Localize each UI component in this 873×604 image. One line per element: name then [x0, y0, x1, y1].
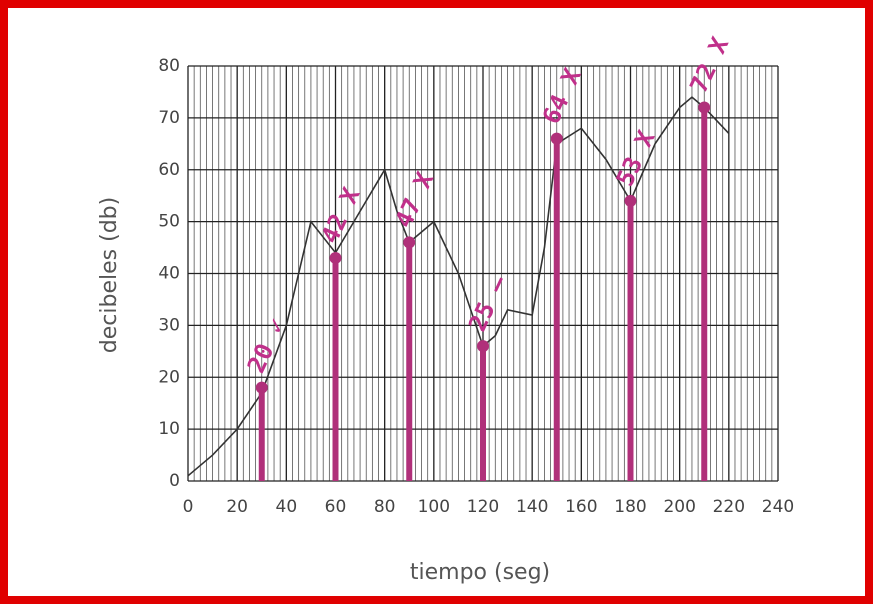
bar	[406, 242, 412, 481]
bar-dot	[403, 236, 415, 248]
x-tick-label: 200	[663, 497, 695, 517]
y-axis-label: decibeles (db)	[97, 197, 122, 353]
x-tick-label: 20	[226, 497, 248, 517]
bar-dot	[551, 133, 563, 145]
y-tick-label: 20	[158, 367, 180, 387]
bar-dot	[477, 340, 489, 352]
y-tick-label: 0	[169, 471, 180, 491]
bar-dot	[256, 382, 268, 394]
x-tick-label: 120	[467, 497, 499, 517]
x-tick-label: 140	[516, 497, 548, 517]
y-tick-label: 80	[158, 56, 180, 76]
bar	[554, 139, 560, 481]
chart: tiempo (seg) decibeles (db) 0 10 20 30 40 50 6…	[0, 0, 873, 604]
y-tick-label: 50	[158, 212, 180, 232]
y-tick-label: 10	[158, 419, 180, 439]
bar-dot	[625, 195, 637, 207]
x-tick-label: 100	[418, 497, 450, 517]
y-tick-label: 30	[158, 315, 180, 335]
y-tick-label: 60	[158, 160, 180, 180]
bar-dot	[698, 102, 710, 114]
bar	[480, 346, 486, 481]
y-tick-label: 70	[158, 108, 180, 128]
x-tick-label: 160	[565, 497, 597, 517]
x-tick-label: 180	[614, 497, 646, 517]
x-axis-label: tiempo (seg)	[410, 560, 550, 585]
y-tick-label: 40	[158, 264, 180, 284]
x-tick-label: 80	[374, 497, 396, 517]
bar	[701, 108, 707, 482]
bar	[259, 388, 265, 481]
x-tick-label: 40	[276, 497, 298, 517]
x-tick-label: 240	[762, 497, 794, 517]
bar-dot	[330, 252, 342, 264]
bar	[628, 201, 634, 481]
bar	[333, 258, 339, 481]
x-tick-label: 220	[713, 497, 745, 517]
x-tick-label: 0	[183, 497, 194, 517]
x-tick-label: 60	[325, 497, 347, 517]
